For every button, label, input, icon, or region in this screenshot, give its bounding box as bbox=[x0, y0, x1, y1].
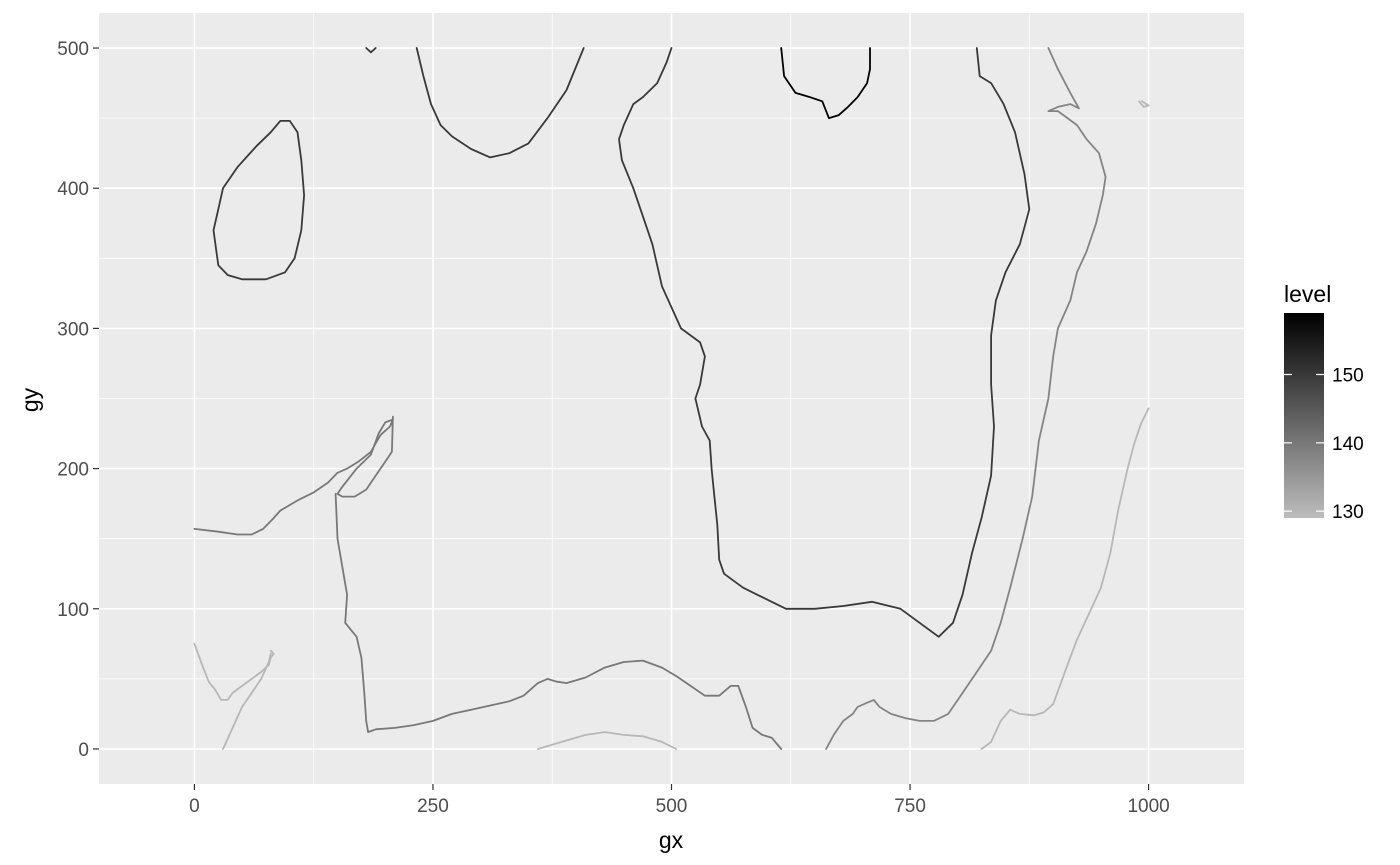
contour-line-level-140 bbox=[193, 415, 394, 536]
y-tick-label: 0 bbox=[78, 740, 89, 761]
x-tick-label: 500 bbox=[656, 796, 688, 817]
contour-line-level-138 bbox=[825, 47, 1107, 750]
y-tick-label: 400 bbox=[57, 179, 89, 200]
contour-line-level-150 bbox=[415, 47, 585, 159]
contour-line-level-130 bbox=[537, 731, 678, 750]
grid-major bbox=[99, 13, 1244, 784]
x-tick-label: 750 bbox=[894, 796, 926, 817]
contour-line-level-130 bbox=[980, 407, 1150, 750]
legend-ticks: 130 140 150 bbox=[1284, 366, 1364, 523]
legend: level 130 140 150 bbox=[1284, 281, 1364, 523]
contour-line-level-159 bbox=[780, 47, 871, 119]
y-axis: 0 100 200 300 400 500 bbox=[57, 39, 99, 761]
y-tick-label: 100 bbox=[57, 600, 89, 621]
legend-title: level bbox=[1284, 281, 1331, 307]
contour-line-level-150 bbox=[618, 47, 1031, 638]
x-axis-title: gx bbox=[659, 827, 684, 853]
x-tick-label: 250 bbox=[417, 796, 449, 817]
legend-colorbar bbox=[1284, 313, 1324, 518]
contour-line-level-130 bbox=[222, 652, 272, 750]
y-tick-label: 300 bbox=[57, 319, 89, 340]
contour-line-level-130 bbox=[193, 642, 275, 701]
x-tick-label: 0 bbox=[189, 796, 200, 817]
contour-line-level-150 bbox=[212, 120, 305, 281]
x-axis: 0 250 500 750 1000 bbox=[189, 784, 1170, 817]
contour-line-level-140 bbox=[334, 492, 783, 750]
y-tick-label: 500 bbox=[57, 39, 89, 60]
legend-tick-label: 150 bbox=[1332, 366, 1364, 387]
contour-line-level-130 bbox=[1138, 100, 1150, 108]
y-axis-title: gy bbox=[17, 387, 43, 412]
legend-tick-label: 140 bbox=[1332, 434, 1364, 455]
contour-lines bbox=[193, 47, 1150, 750]
y-tick-label: 200 bbox=[57, 460, 89, 481]
x-tick-label: 1000 bbox=[1127, 796, 1169, 817]
legend-tick-label: 130 bbox=[1332, 502, 1364, 523]
contour-line-level-150 bbox=[365, 47, 377, 54]
